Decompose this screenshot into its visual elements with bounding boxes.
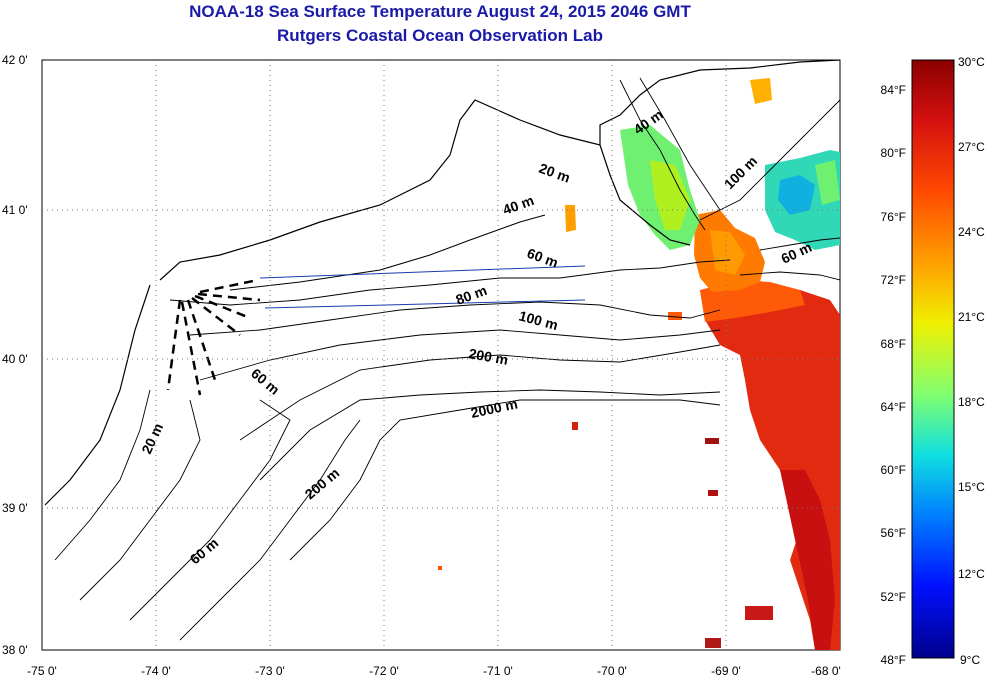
fahrenheit-label: 72°F <box>881 273 906 287</box>
lat-axis: 42 0' 41 0' 40 0' 39 0' 38 0' <box>2 53 28 657</box>
lat-tick-label: 42 0' <box>2 53 28 67</box>
fahrenheit-label: 56°F <box>881 526 906 540</box>
celsius-label: 24°C <box>958 225 985 239</box>
lon-tick-label: -74 0' <box>141 664 171 678</box>
fahrenheit-label: 76°F <box>881 210 906 224</box>
lon-axis: -75 0' -74 0' -73 0' -72 0' -71 0' -70 0… <box>27 664 841 678</box>
fahrenheit-label: 48°F <box>881 653 906 667</box>
lat-tick-label: 39 0' <box>2 501 28 515</box>
fahrenheit-label: 84°F <box>881 83 906 97</box>
lon-tick-label: -71 0' <box>483 664 513 678</box>
celsius-label: 21°C <box>958 310 985 324</box>
sst-cool-patch <box>750 78 840 250</box>
sst-small-patches <box>438 312 773 648</box>
coastline <box>44 60 840 506</box>
celsius-label: 12°C <box>958 567 985 581</box>
dashed-survey-lines <box>166 278 261 396</box>
fahrenheit-label: 52°F <box>881 590 906 604</box>
map-frame <box>41 59 841 651</box>
transect-lines <box>259 265 586 309</box>
depth-label: 200 m <box>467 345 509 368</box>
lon-tick-label: -72 0' <box>369 664 399 678</box>
sst-nearshore-patch <box>565 75 700 250</box>
bathymetry-contours <box>54 77 840 641</box>
lon-tick-label: -68 0' <box>811 664 841 678</box>
lat-tick-label: 38 0' <box>2 643 28 657</box>
fahrenheit-label: 80°F <box>881 146 906 160</box>
celsius-label: 27°C <box>958 140 985 154</box>
colorbar-fahrenheit-labels: 84°F 80°F 76°F 72°F 68°F 64°F 60°F 56°F … <box>881 83 906 667</box>
lon-tick-label: -69 0' <box>711 664 741 678</box>
lon-tick-label: -75 0' <box>27 664 57 678</box>
celsius-label: 18°C <box>958 395 985 409</box>
map-subtitle: Rutgers Coastal Ocean Observation Lab <box>277 26 603 45</box>
lat-tick-label: 40 0' <box>2 352 28 366</box>
colorbar <box>911 59 955 659</box>
map-grid <box>42 60 840 650</box>
sst-orange-patch <box>694 210 765 292</box>
map-title: NOAA-18 Sea Surface Temperature August 2… <box>189 2 691 21</box>
sst-warm-offshore-patch <box>700 280 840 650</box>
lon-tick-label: -73 0' <box>255 664 285 678</box>
lat-tick-label: 41 0' <box>2 203 28 217</box>
celsius-label: 30°C <box>958 55 985 69</box>
celsius-label: 15°C <box>958 480 985 494</box>
colorbar-celsius-labels: 30°C 27°C 24°C 21°C 18°C 15°C 12°C 9°C <box>958 55 985 667</box>
fahrenheit-label: 64°F <box>881 400 906 414</box>
long-island-outline <box>229 214 546 291</box>
lon-tick-label: -70 0' <box>597 664 627 678</box>
fahrenheit-label: 60°F <box>881 463 906 477</box>
fahrenheit-label: 68°F <box>881 337 906 351</box>
celsius-label: 9°C <box>960 653 980 667</box>
